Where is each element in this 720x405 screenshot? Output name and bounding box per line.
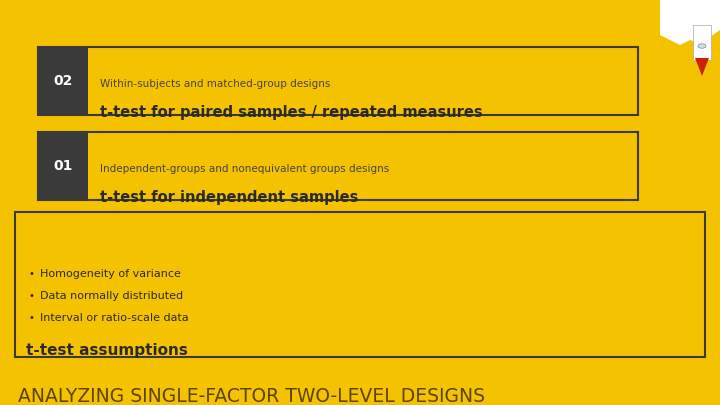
Text: 02: 02 [53,74,73,88]
Text: ANALYZING SINGLE-FACTOR TWO-LEVEL DESIGNS: ANALYZING SINGLE-FACTOR TWO-LEVEL DESIGN… [18,387,485,405]
FancyBboxPatch shape [38,47,638,115]
Text: t-test assumptions: t-test assumptions [26,343,188,358]
FancyBboxPatch shape [38,132,88,200]
Text: •: • [28,291,34,301]
Polygon shape [660,0,720,45]
Text: Homogeneity of variance: Homogeneity of variance [40,269,181,279]
Text: t-test for independent samples: t-test for independent samples [100,190,359,205]
Text: t-test for paired samples / repeated measures: t-test for paired samples / repeated mea… [100,105,482,120]
Text: Independent-groups and nonequivalent groups designs: Independent-groups and nonequivalent gro… [100,164,390,174]
FancyBboxPatch shape [38,132,638,200]
Text: Within-subjects and matched-group designs: Within-subjects and matched-group design… [100,79,330,89]
Text: Data normally distributed: Data normally distributed [40,291,183,301]
Circle shape [698,44,706,48]
FancyBboxPatch shape [693,25,711,60]
Polygon shape [695,58,709,76]
Text: 01: 01 [53,159,73,173]
FancyBboxPatch shape [15,212,705,357]
Text: •: • [28,313,34,323]
FancyBboxPatch shape [38,47,88,115]
Text: Interval or ratio-scale data: Interval or ratio-scale data [40,313,189,323]
Text: •: • [28,269,34,279]
